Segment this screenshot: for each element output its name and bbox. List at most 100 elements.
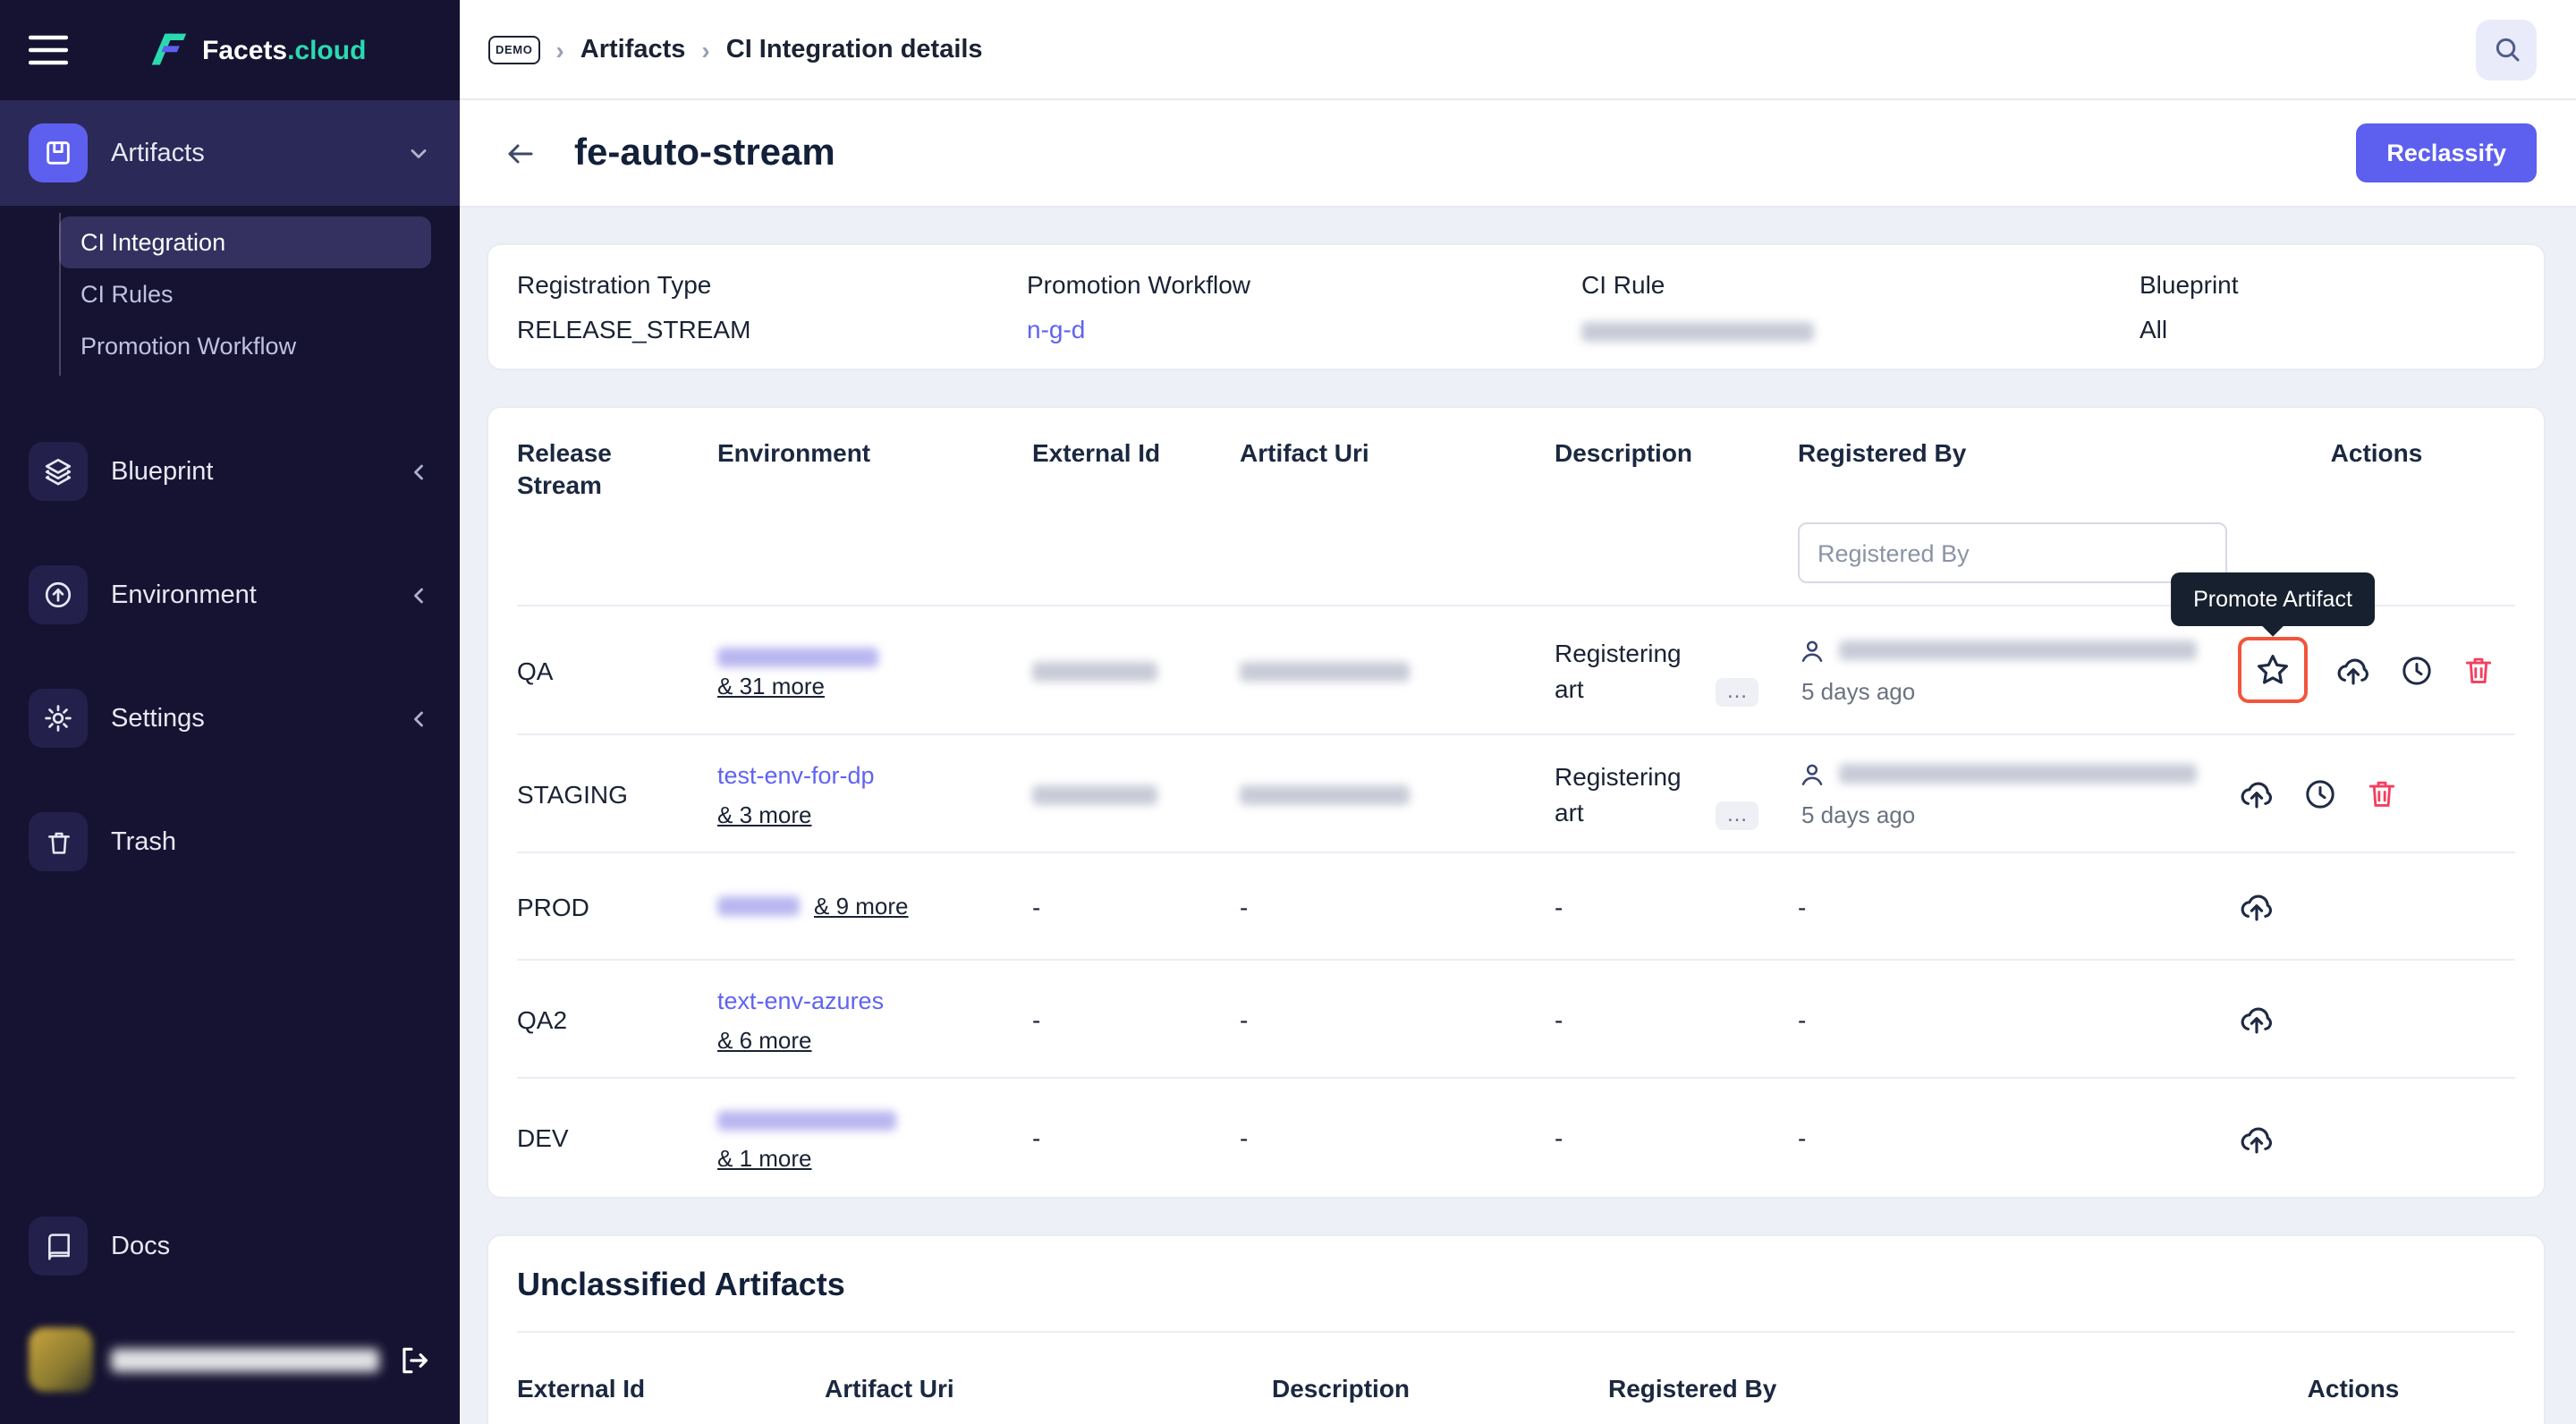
delete-button[interactable] [2365,776,2399,810]
sidebar-item-label: Artifacts [111,139,205,167]
promotion-workflow-link[interactable]: n-g-d [1027,315,1086,343]
release-stream-cell: STAGING [517,779,628,808]
hamburger-icon [29,35,68,65]
release-streams-table: Release Stream Environment External Id A… [487,406,2546,1199]
external-id-cell: - [1032,1004,1041,1033]
description-expand-button[interactable]: … [1716,677,1758,706]
field-value: RELEASE_STREAM [517,315,751,343]
sidebar-item-promotion-workflow[interactable]: Promotion Workflow [80,333,297,360]
table-row: QA & 31 more Registering art … [517,572,2515,735]
search-button[interactable] [2476,19,2537,80]
redacted-value [1240,662,1410,682]
promote-artifact-highlight: Promote Artifact [2170,572,2376,703]
description-cell: Registering art … [1555,758,1769,829]
col-registered-by: Registered By [1798,438,1967,467]
brand-suffix: .cloud [287,35,367,65]
artifact-uri-cell: - [1240,1123,1249,1152]
avatar [29,1327,93,1392]
user-icon [1801,640,1823,661]
trash-icon [2465,657,2492,683]
unclassified-artifacts-card: Unclassified Artifacts External Id Artif… [487,1234,2546,1424]
user-account-row[interactable] [0,1313,460,1399]
promote-button[interactable] [2238,887,2275,925]
promote-button[interactable] [2238,1119,2275,1157]
sidebar-item-label: Trash [111,827,177,856]
sidebar-item-settings[interactable]: Settings [0,669,460,767]
artifact-uri-cell: - [1240,1004,1249,1033]
field-registration-type: Registration Type RELEASE_STREAM [517,270,1027,343]
breadcrumb: DEMO › Artifacts › CI Integration detail… [488,35,2476,64]
external-id-cell [1032,779,1211,808]
reclassify-button[interactable]: Reclassify [2356,123,2537,182]
logout-button[interactable] [397,1343,431,1377]
registered-by-filter-input[interactable] [1798,522,2227,583]
environment-cell: text-env-azures & 6 more [717,985,1004,1053]
artifact-uri-cell: - [1240,892,1249,920]
breadcrumb-separator: › [555,35,564,64]
external-id-cell: - [1032,1123,1041,1152]
history-button[interactable] [2399,652,2435,688]
promote-button[interactable] [2238,775,2275,812]
promote-button[interactable] [2238,1000,2275,1038]
page-content: Registration Type RELEASE_STREAM Promoti… [460,208,2576,1424]
environment-cell: & 31 more [717,641,1004,699]
main-area: DEMO › Artifacts › CI Integration detail… [460,0,2576,1424]
release-stream-cell: PROD [517,892,589,920]
back-button[interactable] [503,137,538,169]
promote-button[interactable] [2334,651,2372,689]
breadcrumb-current: CI Integration details [725,35,983,64]
more-environments-link[interactable]: & 9 more [814,893,909,920]
environment-cell: & 1 more [717,1105,1004,1171]
description-expand-button[interactable]: … [1716,801,1758,829]
sidebar-item-blueprint[interactable]: Blueprint [0,422,460,521]
registered-by-cell: 5 days ago [1798,636,2209,704]
star-button[interactable] [2254,651,2292,689]
breadcrumb-artifacts[interactable]: Artifacts [580,35,686,64]
page-title-bar: fe-auto-stream Reclassify [460,100,2576,208]
table-row: DEV & 1 more - - - - [517,1079,2515,1197]
page-title: fe-auto-stream [574,131,835,173]
more-environments-link[interactable]: & 1 more [717,1144,812,1171]
description-cell: - [1555,1123,1563,1152]
history-button[interactable] [2302,776,2338,811]
redacted-value [1032,785,1157,806]
environment-cell: test-env-for-dp & 3 more [717,759,1004,827]
sidebar-item-artifacts[interactable]: Artifacts [0,100,460,206]
table-row: PROD & 9 more - - - - [517,853,2515,961]
submenu-rail [59,213,61,376]
description-text: Registering art [1555,638,1682,702]
sidebar-footer: Docs [0,1197,460,1424]
environment-link[interactable]: text-env-azures [717,987,885,1013]
sidebar-item-environment[interactable]: Environment [0,546,460,644]
sidebar: Facets.cloud Artifacts CI Integration CI… [0,0,460,1424]
registered-ago: 5 days ago [1801,801,1916,827]
redacted-email [1839,640,2197,660]
field-blueprint: Blueprint All [2140,270,2515,343]
more-environments-link[interactable]: & 6 more [717,1026,812,1053]
environment-link[interactable]: test-env-for-dp [717,761,875,788]
sidebar-item-trash[interactable]: Trash [0,793,460,891]
redacted-email [1839,764,2197,784]
col-description: Description [1272,1374,1411,1403]
registered-ago: 5 days ago [1801,677,1916,704]
col-artifact-uri: Artifact Uri [1240,438,1369,467]
external-id-cell: - [1032,892,1041,920]
field-label: Blueprint [2140,270,2239,299]
upload-cloud-icon [2241,782,2272,809]
sidebar-item-ci-rules[interactable]: CI Rules [80,281,174,308]
release-stream-cell: DEV [517,1123,569,1152]
more-environments-link[interactable]: & 3 more [717,801,812,827]
sidebar-item-ci-integration[interactable]: CI Integration [59,216,431,268]
col-description: Description [1555,438,1693,467]
brand-logo: Facets.cloud [147,30,366,70]
sidebar-item-docs[interactable]: Docs [0,1197,460,1295]
menu-toggle-button[interactable] [29,34,68,66]
gear-icon [29,689,88,748]
more-environments-link[interactable]: & 31 more [717,672,825,699]
promote-artifact-tooltip: Promote Artifact [2170,572,2376,626]
col-actions: Actions [2330,438,2423,467]
col-release-stream: Release Stream [517,438,612,499]
registered-by-cell: - [1798,892,1807,920]
delete-button[interactable] [2462,653,2496,687]
